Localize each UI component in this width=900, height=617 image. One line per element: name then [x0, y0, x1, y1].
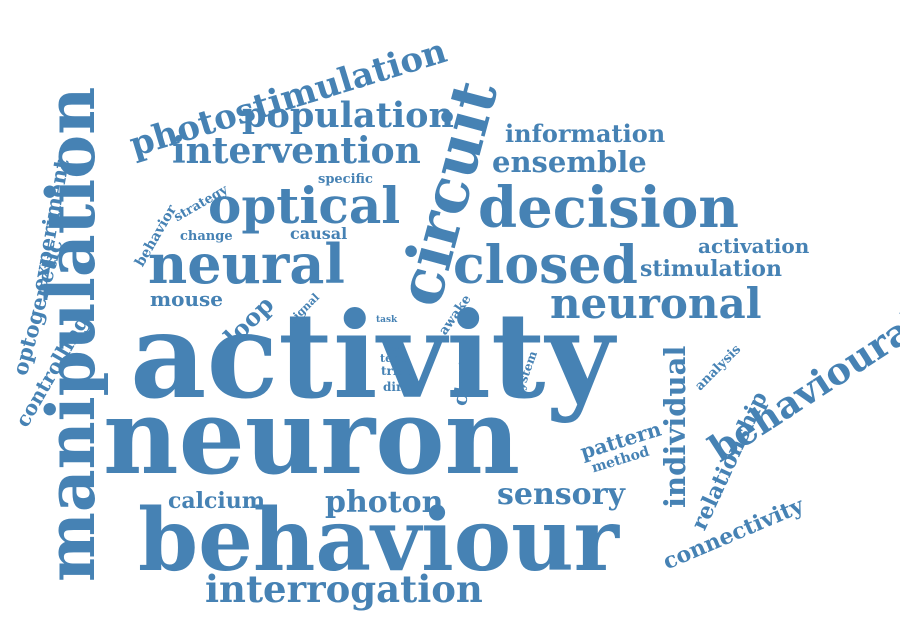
word-specific: specific: [318, 172, 373, 187]
word-task: task: [376, 315, 398, 325]
word-analysis: analysis: [692, 342, 745, 394]
word-intervention: intervention: [172, 130, 421, 172]
word-sensory: sensory: [497, 477, 625, 512]
word-information: information: [505, 119, 666, 148]
word-behaviour: behaviour: [138, 490, 619, 591]
word-change: change: [180, 229, 233, 244]
word-causal: causal: [290, 224, 348, 243]
word-population: population: [242, 95, 454, 136]
word-term: term: [380, 352, 410, 365]
word-direct: direct: [383, 380, 423, 394]
word-decision: decision: [478, 175, 740, 241]
word-closed: closed: [453, 235, 638, 296]
word-neural: neural: [148, 232, 345, 296]
word-activity: activity: [130, 286, 615, 425]
word-photon: photon: [325, 485, 444, 520]
word-calcium: calcium: [168, 488, 266, 514]
word-mouse: mouse: [150, 287, 224, 311]
word-trial: trial: [381, 364, 410, 378]
word-stimulation: stimulation: [640, 256, 782, 282]
word-optical: optical: [208, 176, 401, 235]
word-activation: activation: [698, 234, 810, 258]
word-ensemble: ensemble: [492, 145, 647, 179]
word-neuron: neuron: [103, 375, 521, 498]
word-individual: individual: [658, 345, 692, 508]
word-test: test: [386, 343, 403, 353]
word-neuronal: neuronal: [550, 279, 762, 328]
word-interrogation: interrogation: [205, 567, 483, 611]
